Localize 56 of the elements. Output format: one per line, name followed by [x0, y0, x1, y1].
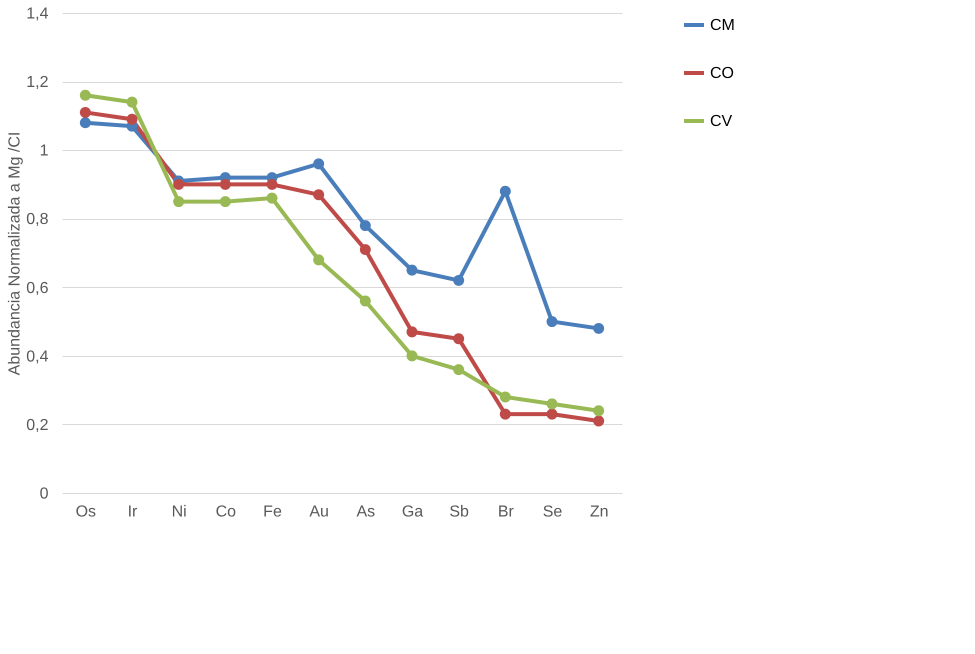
point	[220, 178, 231, 190]
x-tick-label: Br	[498, 504, 515, 520]
point	[126, 96, 138, 108]
legend-label: CO	[710, 65, 734, 82]
point	[266, 192, 278, 204]
point	[593, 416, 604, 426]
x-tick-label: Os	[76, 504, 96, 520]
point	[313, 189, 324, 200]
point	[546, 408, 558, 420]
y-tick-label: 1,2	[26, 74, 49, 92]
x-tick-label: Fe	[263, 504, 282, 520]
x-tick-label: As	[356, 504, 376, 520]
y-tick-label: 0	[40, 486, 49, 502]
x-tick-label: Sb	[449, 504, 470, 520]
y-axis-title: Abundancia Normalizada a Mg /CI	[6, 132, 24, 376]
x-tick-label: Se	[542, 504, 562, 520]
point	[406, 350, 418, 362]
point	[546, 316, 558, 328]
x-tick-label: Au	[309, 504, 329, 520]
point	[593, 322, 604, 334]
y-tick-label: 1	[40, 142, 49, 160]
legend-label: CM	[710, 17, 735, 34]
y-tick-label: 0,8	[26, 211, 49, 228]
point	[406, 326, 418, 338]
legend-label: CV	[710, 113, 733, 130]
point	[453, 333, 464, 344]
x-tick-label: Co	[216, 504, 236, 520]
point	[220, 196, 231, 208]
point	[593, 405, 604, 416]
point	[453, 274, 464, 286]
point	[313, 158, 324, 170]
point	[313, 254, 324, 266]
y-tick-label: 0,6	[26, 280, 49, 297]
point	[406, 264, 418, 276]
point	[126, 114, 138, 125]
x-tick-label: Ir	[128, 504, 138, 520]
x-tick-label: Ni	[172, 504, 187, 520]
y-tick-label: 0,2	[26, 416, 49, 434]
point	[80, 90, 91, 101]
x-tick-label: Zn	[590, 504, 609, 520]
point	[266, 178, 278, 190]
point	[80, 106, 91, 118]
y-tick-label: 1,4	[26, 6, 49, 22]
point	[500, 408, 511, 420]
point	[360, 220, 371, 232]
point	[360, 244, 371, 256]
point	[173, 196, 184, 208]
point	[453, 364, 464, 376]
point	[360, 296, 371, 306]
point	[546, 398, 558, 410]
point	[80, 117, 91, 128]
point	[500, 186, 511, 197]
point	[500, 392, 511, 402]
y-tick-label: 0,4	[26, 348, 49, 366]
x-tick-label: Ga	[402, 504, 424, 520]
point	[173, 178, 184, 190]
